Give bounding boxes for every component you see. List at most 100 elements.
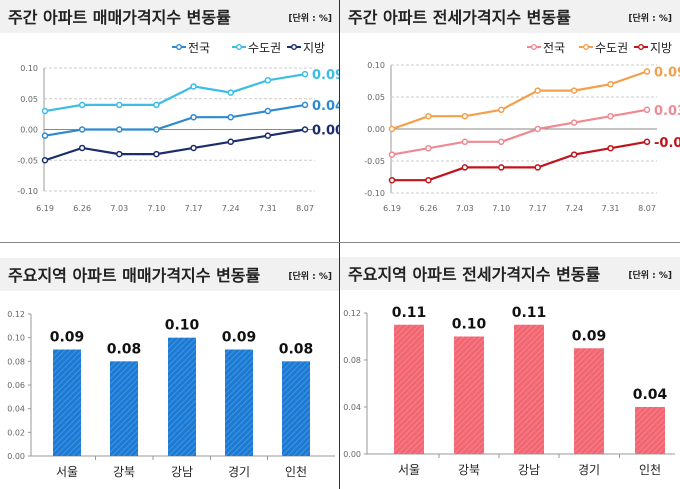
data-point (607, 144, 614, 152)
y-tick-label: 0.04 (343, 403, 361, 412)
data-point (643, 138, 651, 146)
series-line-수도권 (391, 70, 648, 131)
x-tick-label: 7.17 (185, 204, 203, 213)
bar-서울 (53, 349, 81, 456)
y-tick-label: 0.10 (20, 64, 38, 73)
bar-인천 (635, 407, 665, 454)
data-point (116, 101, 123, 109)
data-point (570, 151, 578, 158)
end-value-label: 0.04 (312, 99, 340, 114)
series-line-전국 (391, 108, 648, 156)
x-tick-label: 7.10 (492, 204, 510, 213)
y-tick-label: 0.00 (7, 452, 25, 461)
data-point (425, 144, 432, 152)
data-point (227, 138, 234, 146)
weekly-jeonse-price-chart-panel: 주간 아파트 전세가격지수 변동률 [단위 : %] 0.10 0.05 0.00 -0.… (340, 0, 680, 240)
chart-title: 주간 아파트 전세가격지수 변동률 (348, 8, 571, 27)
x-category-label: 경기 (228, 465, 250, 479)
legend-label: 전국 (543, 41, 565, 55)
end-value-label: -0.02 (654, 136, 680, 151)
unit-label: [단위 : %] (288, 12, 332, 24)
data-point (78, 101, 86, 109)
title-bar (0, 258, 340, 291)
data-point (534, 125, 541, 133)
regional-sale-price-chart-panel: 주요지역 아파트 매매가격지수 변동률 [단위 : %] 0.12 0.10 0.08 0… (0, 245, 340, 489)
x-category-label: 강남 (171, 465, 193, 479)
x-category-label: 경기 (578, 463, 600, 477)
series-line-수도권 (44, 73, 306, 113)
data-point (78, 126, 86, 133)
bar-value-label: 0.09 (222, 330, 257, 346)
end-value-label: 0.03 (654, 104, 680, 119)
data-point (534, 164, 541, 171)
data-point (570, 119, 578, 126)
x-category-label: 서울 (398, 463, 420, 477)
data-point (425, 176, 432, 184)
data-point (498, 164, 505, 171)
legend-marker (235, 44, 242, 51)
bar-강남 (168, 337, 196, 456)
legend-marker (175, 44, 182, 51)
y-tick-label: 0.08 (7, 357, 25, 366)
bar-서울 (394, 324, 424, 454)
end-value-label: 0.00 (312, 124, 340, 139)
bar-value-label: 0.10 (452, 317, 487, 333)
bar-경기 (225, 349, 253, 456)
title-bar (0, 0, 340, 33)
title-bar (340, 257, 680, 290)
y-tick-label: 0.10 (7, 334, 25, 343)
legend-label: 수도권 (595, 41, 628, 55)
legend-label: 지방 (650, 41, 672, 55)
x-category-label: 인천 (285, 464, 307, 479)
data-point (301, 126, 309, 133)
x-tick-label: 8.07 (296, 204, 314, 213)
chart-title: 주요지역 아파트 전세가격지수 변동률 (348, 265, 601, 284)
vertical-divider (339, 0, 340, 489)
bar-value-label: 0.09 (50, 330, 85, 346)
data-point (78, 144, 86, 152)
x-tick-label: 7.24 (222, 204, 240, 213)
data-point (153, 126, 160, 133)
unit-label: [단위 : %] (628, 12, 672, 24)
data-point (461, 112, 469, 120)
weekly-jeonse-price-line-chart: 주간 아파트 전세가격지수 변동률 [단위 : %] 0.10 0.05 0.00 -0.… (340, 0, 680, 213)
regional-jeonse-price-chart-panel: 주요지역 아파트 전세가격지수 변동률 [단위 : %] 0.12 0.08 0.04 0… (340, 245, 680, 489)
data-point (498, 106, 505, 114)
data-point (301, 70, 309, 78)
title-bar (340, 0, 680, 33)
data-point (227, 89, 234, 96)
y-tick-label: 0.08 (343, 356, 361, 365)
bar-value-label: 0.11 (392, 305, 427, 321)
series-line-지방 (44, 128, 306, 162)
bar-value-label: 0.04 (633, 387, 668, 403)
regional-jeonse-price-bar-chart: 주요지역 아파트 전세가격지수 변동률 [단위 : %] 0.12 0.08 0.04 0… (340, 257, 680, 477)
x-tick-label: 6.26 (73, 204, 91, 213)
data-point (116, 126, 123, 133)
x-tick-label: 6.19 (383, 204, 401, 213)
y-tick-label: 0.00 (367, 125, 385, 134)
x-tick-label: 6.26 (420, 204, 438, 213)
data-point (643, 106, 651, 114)
data-point (607, 80, 614, 88)
data-point (607, 112, 614, 120)
y-tick-label: -0.10 (17, 187, 38, 196)
data-point (41, 157, 49, 164)
x-tick-label: 8.07 (638, 204, 656, 213)
legend-marker (582, 44, 589, 51)
x-category-label: 강남 (518, 463, 540, 477)
data-point (41, 132, 49, 139)
data-point (264, 77, 272, 84)
unit-label: [단위 : %] (288, 270, 332, 282)
legend-label: 지방 (303, 41, 325, 55)
chart-title: 주간 아파트 매매가격지수 변동률 (8, 8, 231, 27)
weekly-sale-price-line-chart: 주간 아파트 매매가격지수 변동률 [단위 : %] 0.10 0.05 0.00 -0.… (0, 0, 340, 213)
data-point (388, 125, 396, 133)
data-point (264, 107, 272, 115)
y-tick-label: 0.04 (7, 405, 25, 414)
data-point (116, 150, 123, 158)
data-point (498, 138, 505, 146)
legend-marker (638, 44, 645, 51)
data-point (643, 68, 651, 75)
y-tick-label: 0.00 (343, 450, 361, 459)
end-value-label: 0.09 (654, 65, 680, 80)
